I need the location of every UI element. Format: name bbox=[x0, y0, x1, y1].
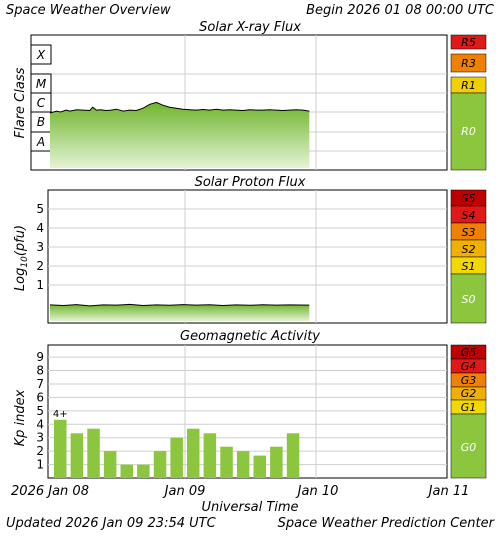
xray-scale-r5-label: R5 bbox=[461, 36, 476, 49]
geomag-bars bbox=[54, 419, 300, 478]
footer-updated: Updated 2026 Jan 09 23:54 UTC bbox=[6, 516, 217, 531]
proton-ytick-label: 3 bbox=[36, 240, 44, 254]
proton-ylabel-unit: (pfu) bbox=[13, 225, 28, 256]
xaxis-tick-3: Jan 11 bbox=[426, 484, 470, 499]
xray-ylabel: Flare Class bbox=[13, 67, 28, 138]
proton-scale-s0-label: S0 bbox=[462, 293, 476, 306]
kp-bar bbox=[70, 433, 84, 478]
header-title: Space Weather Overview bbox=[6, 3, 171, 18]
proton-panel: Solar Proton Flux 1 2 3 4 5 Log10(pfu) S5 S4… bbox=[13, 175, 487, 324]
proton-title: Solar Proton Flux bbox=[195, 175, 306, 190]
geomag-scale-g4-label: G4 bbox=[461, 360, 477, 373]
kp-bar bbox=[170, 437, 183, 478]
xray-class-c: C bbox=[37, 96, 46, 110]
proton-ylabel: Log10(pfu) bbox=[13, 225, 30, 291]
proton-scale: S5 S4 S3 S2 S1 S0 bbox=[450, 189, 487, 324]
geomag-ytick-label: 1 bbox=[36, 458, 44, 472]
proton-ytick-label: 5 bbox=[36, 202, 44, 216]
proton-scale-s3-label: S3 bbox=[462, 226, 476, 239]
proton-flux-area bbox=[50, 304, 310, 321]
geomag-title: Geomagnetic Activity bbox=[180, 329, 320, 344]
xray-scale-r0-label: R0 bbox=[461, 125, 476, 138]
kp-bar bbox=[120, 464, 133, 478]
geomag-scale-g0-label: G0 bbox=[461, 441, 477, 454]
xray-scale-r3 bbox=[450, 53, 487, 73]
proton-scale-s0 bbox=[450, 273, 487, 324]
geomag-ytick-label: 3 bbox=[36, 431, 44, 445]
proton-ylabel-subscript: 10 bbox=[20, 256, 30, 268]
proton-ytick-label: 4 bbox=[36, 221, 44, 235]
xray-scale-r1-label: R1 bbox=[461, 79, 476, 92]
geomag-scale-g1-label: G1 bbox=[461, 401, 477, 414]
proton-scale-s2-label: S2 bbox=[462, 243, 476, 256]
kp-bar bbox=[253, 455, 266, 478]
geomag-ytick-label: 7 bbox=[36, 377, 44, 391]
geomag-ylabel: Kp index bbox=[13, 389, 28, 446]
xaxis-title: Universal Time bbox=[201, 500, 298, 515]
proton-plot-frame bbox=[47, 189, 448, 324]
proton-hgrid bbox=[48, 208, 447, 286]
proton-ytick-label: 2 bbox=[36, 259, 44, 273]
footer-center: Space Weather Prediction Center bbox=[278, 516, 496, 531]
xray-title: Solar X-ray Flux bbox=[199, 20, 301, 35]
xray-flux-line bbox=[49, 101, 310, 114]
header-begin: Begin 2026 01 08 00:00 UTC bbox=[306, 3, 495, 18]
geomag-ytick-label: 9 bbox=[36, 350, 44, 364]
proton-scale-s4-label: S4 bbox=[462, 209, 476, 222]
kp-bar bbox=[187, 428, 200, 478]
proton-scale-s5-label: S5 bbox=[462, 192, 476, 205]
kp-bar bbox=[54, 419, 67, 478]
xaxis-tick-0: 2026 Jan 08 bbox=[11, 484, 89, 499]
xray-class-labels: X M C B A bbox=[30, 44, 52, 152]
xaxis-tick-2: Jan 10 bbox=[295, 484, 339, 499]
xray-scale-r5 bbox=[450, 34, 487, 50]
xray-class-m: M bbox=[36, 77, 47, 91]
xray-scale-r3-label: R3 bbox=[461, 57, 476, 70]
xray-panel: Solar X-ray Flux X M C B A Flare Class bbox=[13, 20, 487, 171]
kp-bar bbox=[137, 464, 150, 478]
kp-bar bbox=[286, 433, 300, 478]
proton-scale-s1-label: S1 bbox=[462, 260, 476, 273]
xray-flux-area bbox=[50, 102, 310, 168]
xray-class-b: B bbox=[37, 115, 45, 129]
kp-bar bbox=[103, 451, 117, 478]
proton-ytick-label: 1 bbox=[36, 278, 44, 292]
kp-bar bbox=[87, 428, 100, 478]
xaxis-tick-1: Jan 09 bbox=[162, 484, 206, 499]
kp-bar bbox=[220, 446, 233, 478]
xray-scale-r0 bbox=[450, 92, 487, 171]
geomag-scale-g2-label: G2 bbox=[461, 387, 477, 400]
xray-class-x: X bbox=[36, 48, 46, 62]
xray-data bbox=[49, 101, 310, 168]
xray-class-a: A bbox=[36, 135, 45, 149]
geomag-scale-g3-label: G3 bbox=[461, 374, 477, 387]
geomag-ytick-label: 8 bbox=[36, 364, 44, 378]
geomag-ytick-label: 2 bbox=[36, 444, 44, 458]
xray-scale: R5 R3 R1 R0 bbox=[450, 34, 487, 171]
geomag-scale-g5-label: G5 bbox=[461, 346, 477, 359]
geomag-ytick-label: 5 bbox=[36, 404, 44, 418]
geomag-ytick-label: 4 bbox=[36, 417, 44, 431]
geomag-scale-g0 bbox=[450, 413, 487, 479]
kp-bar bbox=[236, 451, 250, 478]
proton-yticks: 1 2 3 4 5 bbox=[36, 202, 44, 292]
proton-flux-line bbox=[49, 303, 310, 307]
proton-data bbox=[49, 303, 310, 321]
kp-bar bbox=[153, 451, 167, 478]
geomag-annotation: 4+ bbox=[53, 409, 68, 420]
geomag-scale: G5 G4 G3 G2 G1 G0 bbox=[450, 344, 487, 479]
geomag-ytick-label: 6 bbox=[36, 390, 44, 404]
kp-bar bbox=[270, 446, 283, 478]
kp-bar bbox=[203, 433, 217, 478]
